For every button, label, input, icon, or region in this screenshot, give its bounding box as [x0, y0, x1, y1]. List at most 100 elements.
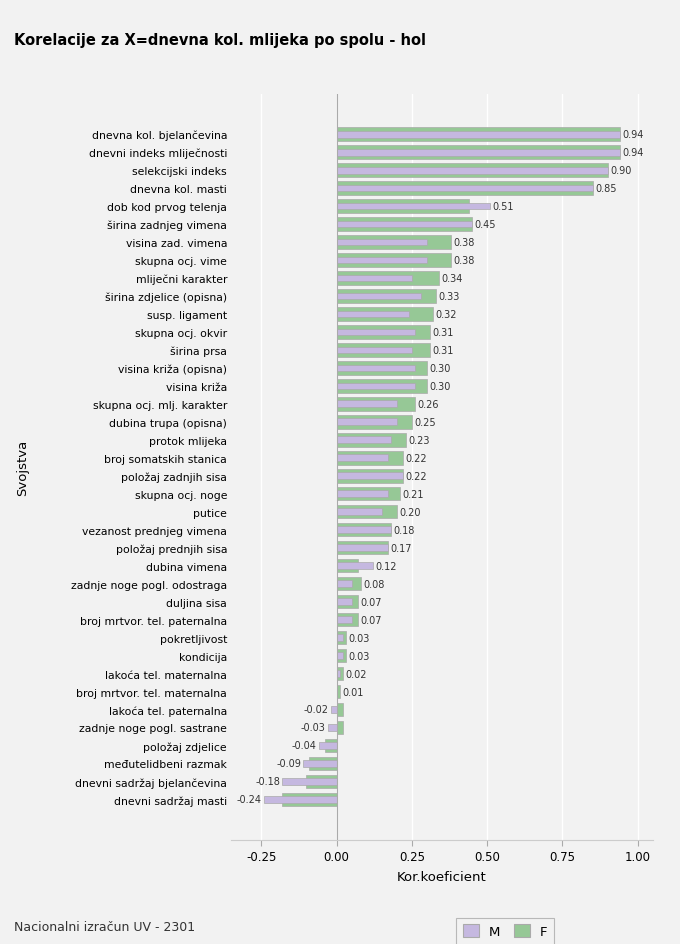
- Text: Nacionalni izračun UV - 2301: Nacionalni izračun UV - 2301: [14, 919, 194, 933]
- Y-axis label: Svojstva: Svojstva: [16, 439, 29, 496]
- Bar: [337, 670, 339, 677]
- Text: 0.22: 0.22: [405, 453, 427, 464]
- Text: 0.45: 0.45: [475, 220, 496, 229]
- Text: 0.30: 0.30: [429, 363, 451, 374]
- Bar: [337, 401, 397, 408]
- Bar: [337, 200, 469, 213]
- Text: 0.34: 0.34: [441, 274, 463, 284]
- Bar: [337, 222, 472, 228]
- Bar: [337, 560, 358, 573]
- Bar: [337, 721, 343, 734]
- Bar: [282, 793, 337, 806]
- Bar: [337, 509, 381, 515]
- Bar: [337, 218, 472, 231]
- Text: 0.31: 0.31: [432, 346, 454, 356]
- Bar: [309, 757, 337, 770]
- Text: 0.30: 0.30: [429, 381, 451, 392]
- Bar: [337, 379, 427, 394]
- Bar: [337, 276, 412, 282]
- Text: 0.02: 0.02: [345, 668, 367, 679]
- Text: 0.25: 0.25: [414, 417, 436, 428]
- Bar: [337, 652, 343, 659]
- Bar: [337, 240, 427, 246]
- Bar: [337, 415, 412, 430]
- Bar: [330, 706, 337, 713]
- Bar: [337, 290, 436, 303]
- Text: Korelacije za X=dnevna kol. mlijeka po spolu - hol: Korelacije za X=dnevna kol. mlijeka po s…: [14, 33, 426, 48]
- Text: 0.12: 0.12: [375, 561, 396, 571]
- Bar: [337, 541, 388, 555]
- Bar: [337, 383, 415, 390]
- Text: -0.02: -0.02: [303, 705, 328, 715]
- Text: -0.03: -0.03: [301, 723, 325, 733]
- Bar: [337, 487, 400, 501]
- Bar: [337, 294, 421, 300]
- Bar: [337, 308, 433, 321]
- Bar: [337, 419, 397, 426]
- Text: 0.90: 0.90: [610, 166, 632, 176]
- Bar: [307, 775, 337, 788]
- Bar: [337, 128, 619, 142]
- Text: 0.17: 0.17: [390, 543, 411, 553]
- Legend: M, F: M, F: [456, 918, 554, 944]
- Text: 0.85: 0.85: [595, 184, 617, 194]
- Text: 0.20: 0.20: [399, 507, 421, 517]
- Bar: [328, 724, 337, 731]
- Bar: [337, 703, 343, 716]
- Text: 0.22: 0.22: [405, 471, 427, 481]
- Bar: [337, 473, 403, 480]
- Text: -0.04: -0.04: [291, 741, 316, 750]
- Text: -0.24: -0.24: [237, 795, 262, 804]
- Text: 0.07: 0.07: [360, 597, 381, 607]
- Bar: [337, 616, 352, 623]
- Bar: [337, 632, 345, 645]
- Bar: [337, 168, 608, 175]
- Bar: [337, 578, 360, 591]
- Text: 0.18: 0.18: [393, 525, 415, 535]
- Bar: [337, 649, 345, 663]
- Text: 0.08: 0.08: [363, 579, 384, 589]
- Bar: [337, 634, 343, 641]
- Text: 0.33: 0.33: [439, 292, 460, 302]
- Bar: [337, 505, 397, 519]
- Bar: [337, 563, 373, 569]
- Text: 0.32: 0.32: [435, 310, 457, 320]
- Bar: [337, 254, 451, 267]
- Text: 0.07: 0.07: [360, 615, 381, 625]
- Bar: [282, 778, 337, 784]
- Bar: [337, 685, 339, 699]
- Bar: [337, 329, 415, 336]
- Bar: [337, 469, 403, 483]
- Bar: [337, 596, 358, 609]
- Text: 0.38: 0.38: [454, 256, 475, 266]
- Text: 0.23: 0.23: [408, 435, 430, 446]
- Bar: [337, 344, 430, 357]
- Bar: [337, 204, 490, 211]
- Bar: [337, 131, 619, 139]
- Bar: [265, 796, 337, 803]
- X-axis label: Kor.koeficient: Kor.koeficient: [397, 870, 487, 884]
- Text: -0.18: -0.18: [255, 777, 280, 786]
- Bar: [337, 272, 439, 285]
- Text: 0.94: 0.94: [622, 148, 643, 158]
- Bar: [337, 164, 608, 177]
- Bar: [337, 581, 352, 587]
- Bar: [337, 347, 412, 354]
- Text: -0.09: -0.09: [276, 759, 301, 768]
- Text: 0.26: 0.26: [418, 399, 439, 410]
- Bar: [337, 667, 343, 681]
- Bar: [337, 491, 388, 497]
- Bar: [337, 365, 415, 372]
- Bar: [337, 312, 409, 318]
- Text: 0.38: 0.38: [454, 238, 475, 247]
- Bar: [337, 362, 427, 375]
- Bar: [337, 451, 403, 465]
- Bar: [337, 455, 388, 462]
- Bar: [303, 760, 337, 767]
- Text: 0.31: 0.31: [432, 328, 454, 338]
- Bar: [337, 146, 619, 160]
- Bar: [337, 523, 391, 537]
- Bar: [318, 742, 337, 749]
- Bar: [337, 598, 352, 605]
- Bar: [337, 258, 427, 264]
